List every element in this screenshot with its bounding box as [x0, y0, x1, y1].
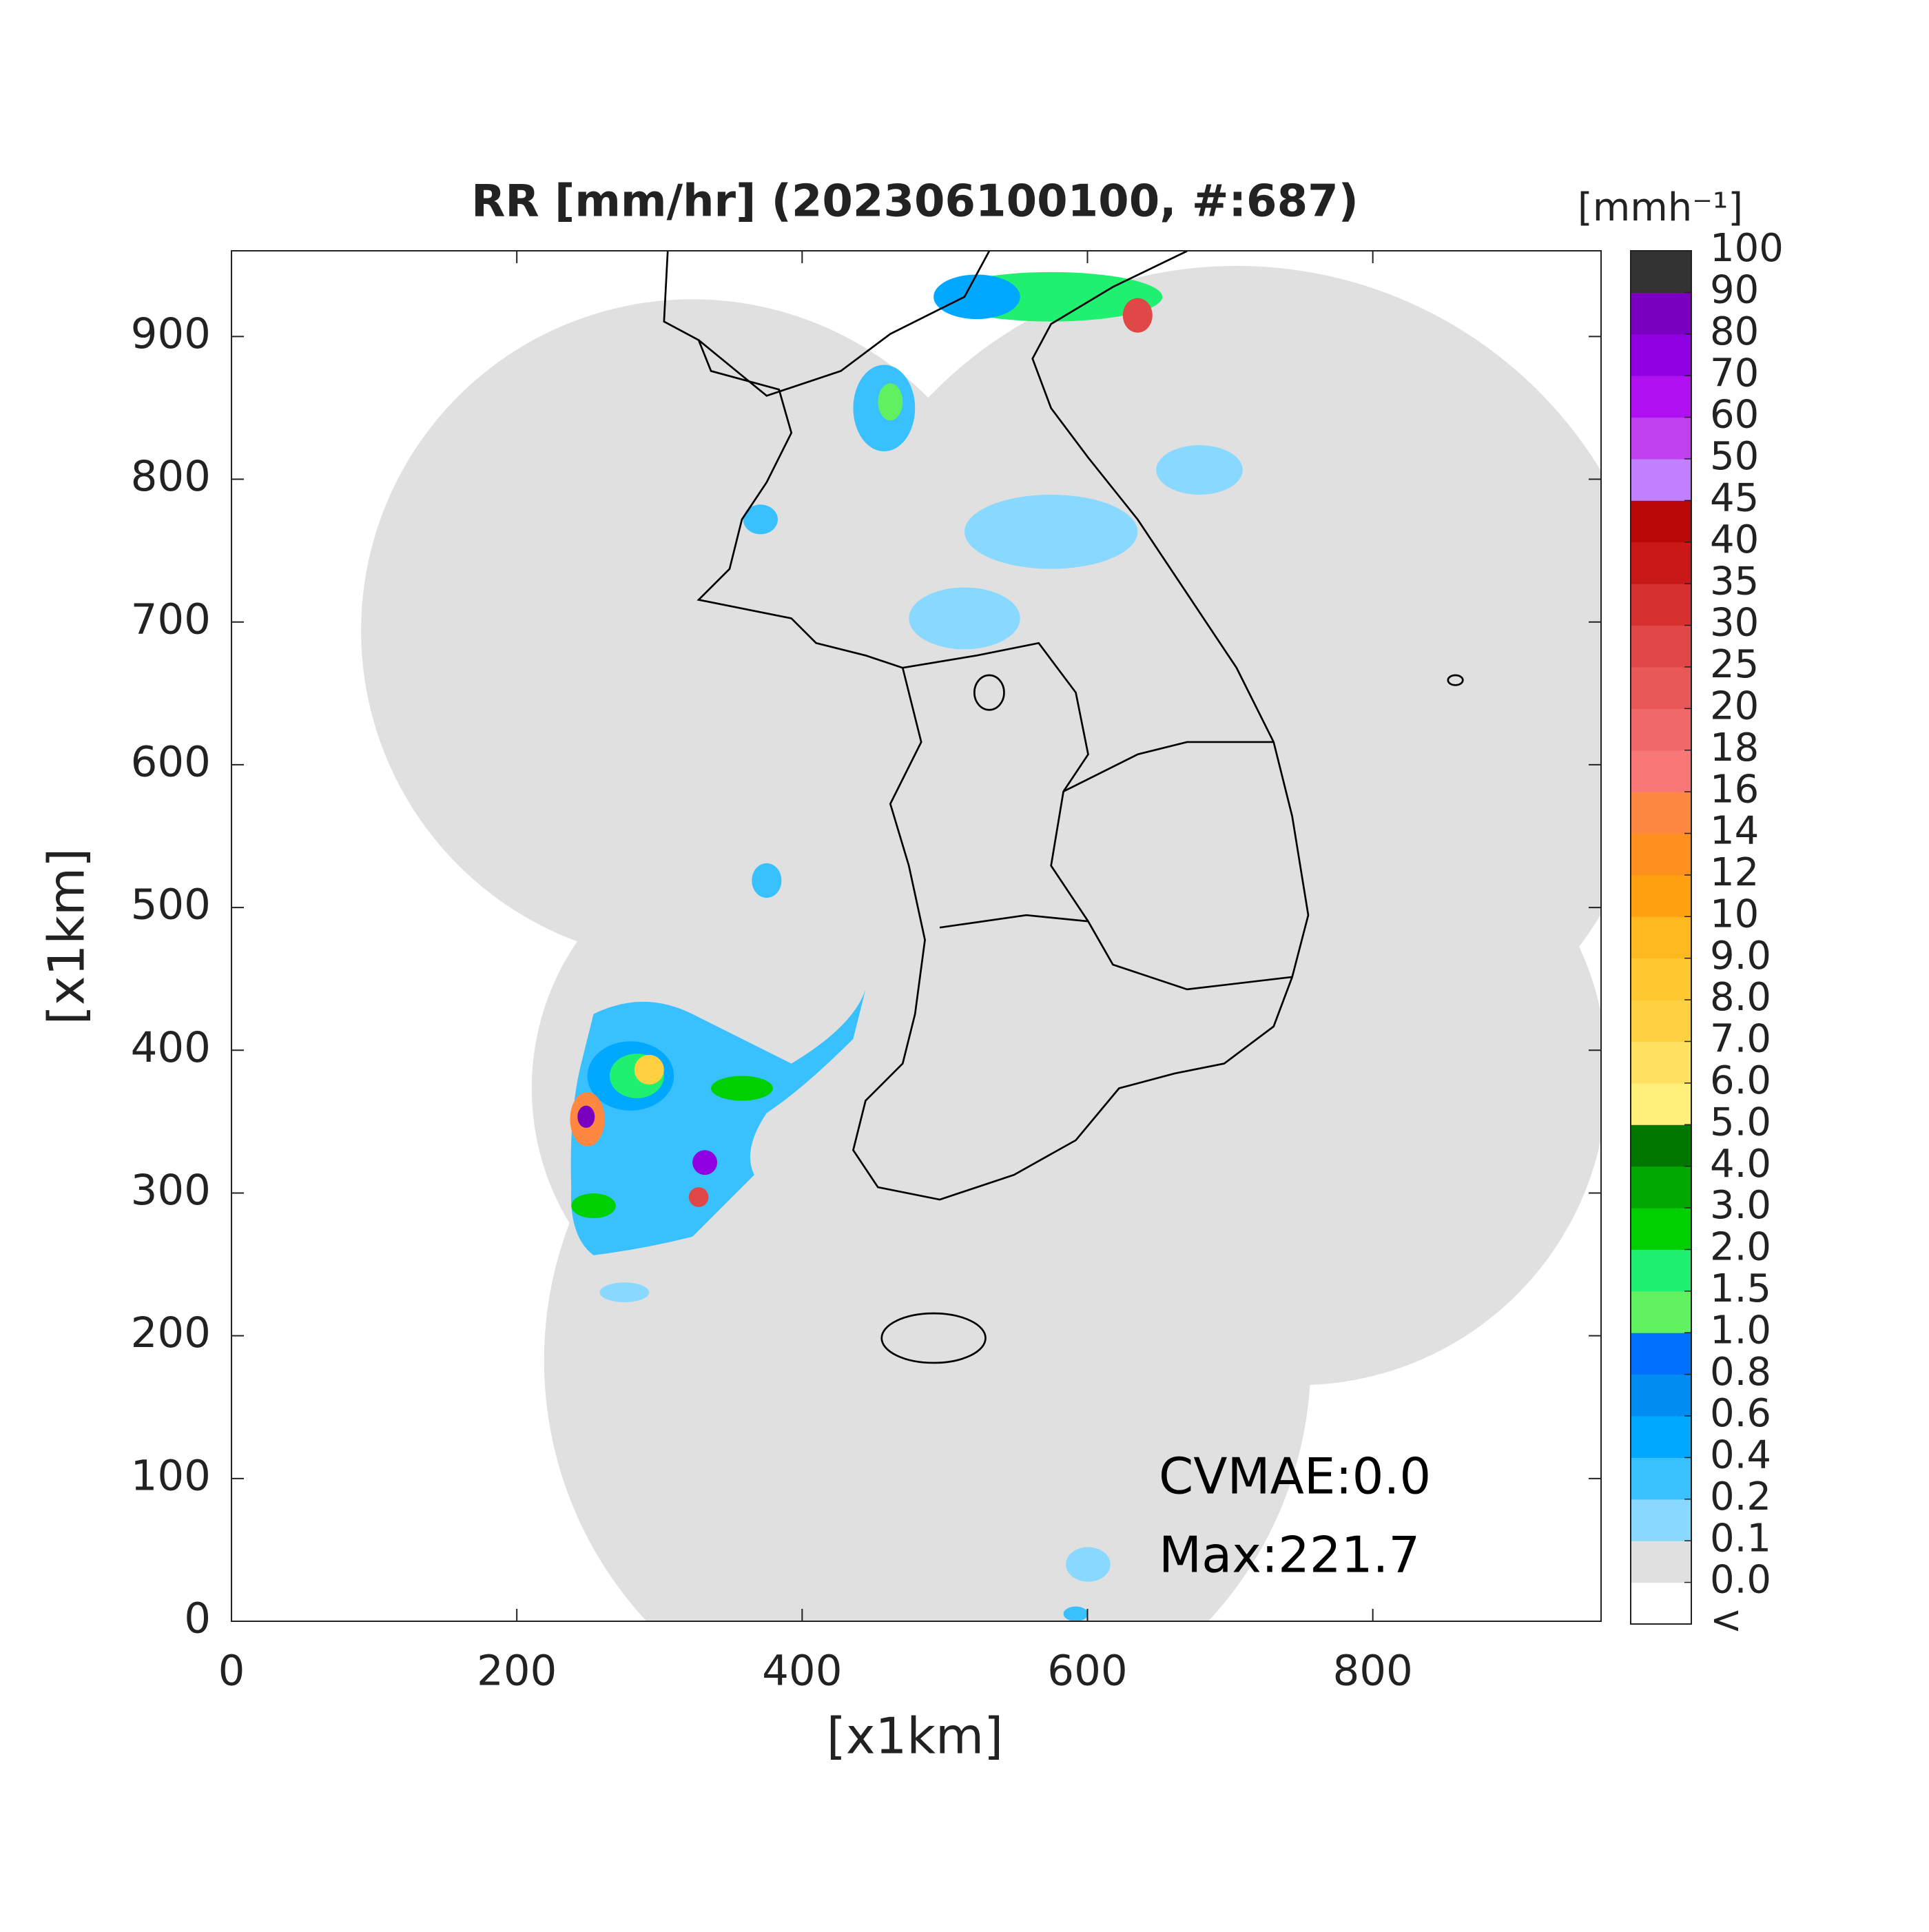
coastline: [663, 251, 1464, 1364]
colorbar-segment: [1631, 1249, 1691, 1292]
x-axis-label: [x1km]: [827, 1707, 1003, 1765]
colorbar-segment: [1631, 1457, 1691, 1500]
colorbar-segment: [1631, 874, 1691, 917]
y-tick-label: 800: [131, 452, 211, 501]
colorbar-tick-label: 0.1: [1710, 1516, 1771, 1561]
annotation: Max:221.7: [1159, 1526, 1420, 1584]
y-axis-label: [x1km]: [38, 848, 96, 1025]
colorbar-tick-label: 45: [1710, 476, 1759, 521]
colorbar-segment: [1631, 1291, 1691, 1333]
colorbar-segment: [1631, 500, 1691, 543]
colorbar-segment: [1631, 1208, 1691, 1250]
colorbar-tick-label: 4.0: [1710, 1142, 1771, 1186]
colorbar-segment: [1631, 958, 1691, 1000]
colorbar-tick-label: 18: [1710, 726, 1759, 770]
colorbar-segment: [1631, 1333, 1691, 1375]
colorbar-tick-label: 100: [1710, 226, 1784, 271]
colorbar-tick-label: 40: [1710, 517, 1759, 562]
colorbar-tick-label: 25: [1710, 642, 1759, 687]
colorbar-tick-label: 1.0: [1710, 1308, 1771, 1353]
y-tick-label: 700: [131, 595, 211, 644]
colorbar-segment: [1631, 1124, 1691, 1167]
colorbar-tick-label: 7.0: [1710, 1017, 1771, 1062]
colorbar-tick-label: 12: [1710, 850, 1759, 895]
y-tick-label: 300: [131, 1166, 211, 1215]
colorbar-tick-label: 8.0: [1710, 975, 1771, 1020]
x-tick-label: 600: [1047, 1647, 1127, 1696]
colorbar-segment: [1631, 458, 1691, 501]
chart-title: RR [mm/hr] (202306100100, #:687): [471, 176, 1359, 227]
colorbar-tick-label: 70: [1710, 351, 1759, 395]
colorbar-tick-label: 2.0: [1710, 1225, 1771, 1270]
colorbar-tick-label: 90: [1710, 268, 1759, 313]
y-tick-label: 400: [131, 1023, 211, 1072]
colorbar-frame: [1630, 250, 1692, 1625]
x-tick-label: 200: [477, 1647, 557, 1696]
colorbar-segment: [1631, 1499, 1691, 1541]
colorbar-tick-label: 6.0: [1710, 1058, 1771, 1103]
colorbar-tick-label: 14: [1710, 809, 1759, 854]
y-tick-label: 600: [131, 737, 211, 786]
y-tick-label: 0: [184, 1594, 211, 1643]
colorbar-segment: [1631, 1082, 1691, 1125]
colorbar-label: [mmh⁻¹]: [1578, 185, 1743, 230]
colorbar-tick-label: 20: [1710, 684, 1759, 728]
y-tick-label: 100: [131, 1451, 211, 1500]
colorbar-segment: [1631, 1374, 1691, 1417]
colorbar-tick-label: 3.0: [1710, 1183, 1771, 1228]
x-tick-label: 400: [762, 1647, 842, 1696]
colorbar-tick-label: 80: [1710, 309, 1759, 354]
colorbar-segment: [1631, 542, 1691, 584]
map: [361, 251, 1602, 1622]
colorbar-segment: [1631, 833, 1691, 876]
y-tick-label: 500: [131, 881, 211, 929]
colorbar-segment: [1631, 251, 1691, 293]
colorbar-tick-label: 0.8: [1710, 1350, 1771, 1395]
colorbar-segment: [1631, 750, 1691, 792]
colorbar-segment: [1631, 376, 1691, 418]
colorbar-tick-label: 30: [1710, 601, 1759, 646]
colorbar-tick-label: 1.5: [1710, 1266, 1771, 1311]
colorbar-tick-label: 10: [1710, 892, 1759, 936]
annotation: CVMAE:0.0: [1159, 1448, 1431, 1505]
colorbar-under: [1631, 1582, 1691, 1624]
x-tick-label: 0: [218, 1647, 245, 1696]
colorbar-segment: [1631, 1166, 1691, 1209]
colorbar-segment: [1631, 417, 1691, 460]
colorbar-tick-label: 50: [1710, 434, 1759, 479]
colorbar-tick-label: 0.0: [1710, 1558, 1771, 1603]
colorbar-segment: [1631, 1000, 1691, 1042]
colorbar-tick-label: 0.4: [1710, 1433, 1771, 1478]
x-tick-label: 800: [1332, 1647, 1412, 1696]
colorbar-segment: [1631, 916, 1691, 959]
colorbar-segment: [1631, 666, 1691, 709]
rain-echoes: [570, 271, 1243, 1622]
colorbar-segment: [1631, 1416, 1691, 1458]
colorbar-tick-label: 16: [1710, 767, 1759, 812]
colorbar-segment: [1631, 708, 1691, 751]
colorbar-segment: [1631, 792, 1691, 834]
colorbar-under-label: <: [1710, 1598, 1742, 1643]
y-tick-label: 200: [131, 1308, 211, 1357]
y-tick-label: 900: [131, 309, 211, 358]
colorbar-tick-label: 0.6: [1710, 1391, 1771, 1436]
plot-frame: [231, 250, 1602, 1622]
colorbar-tick-label: 5.0: [1710, 1100, 1771, 1144]
colorbar-segment: [1631, 1541, 1691, 1583]
colorbar-segment: [1631, 1041, 1691, 1084]
colorbar-tick-label: 60: [1710, 393, 1759, 438]
colorbar-segment: [1631, 292, 1691, 335]
colorbar-tick-label: 35: [1710, 559, 1759, 604]
colorbar-segment: [1631, 333, 1691, 376]
colorbar-tick-label: 9.0: [1710, 934, 1771, 978]
colorbar-segment: [1631, 625, 1691, 668]
colorbar-segment: [1631, 584, 1691, 626]
colorbar-tick-label: 0.2: [1710, 1474, 1771, 1519]
